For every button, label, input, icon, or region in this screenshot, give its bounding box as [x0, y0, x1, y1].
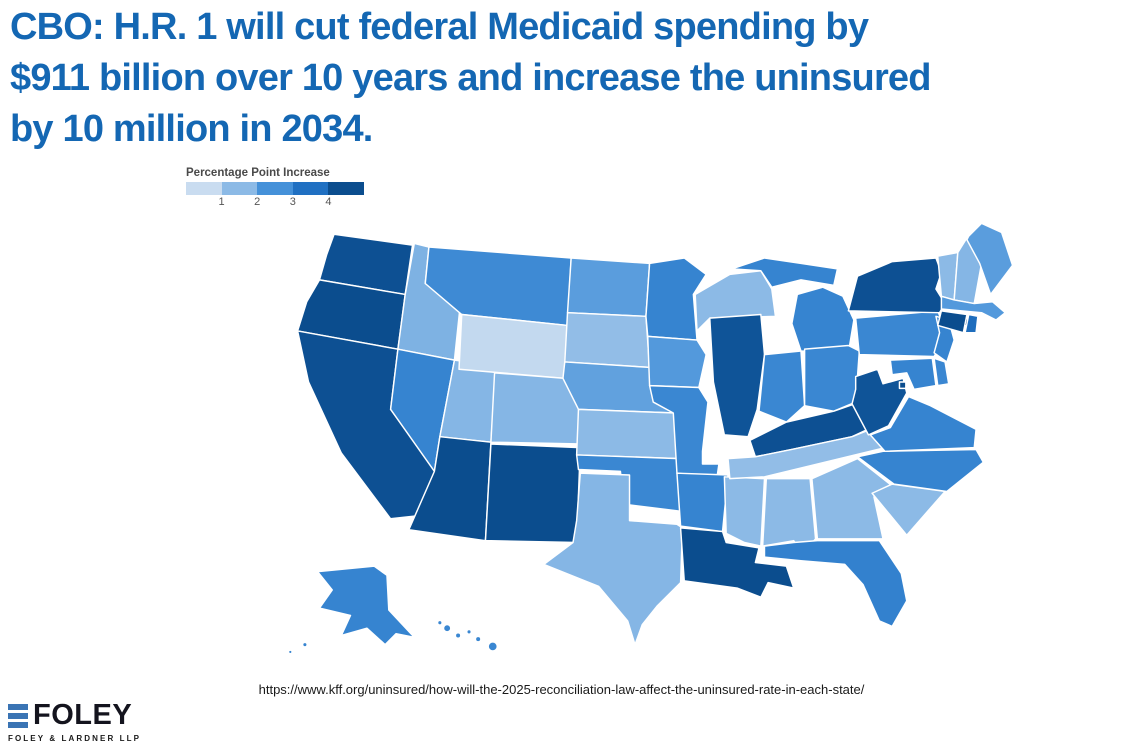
state-ME — [966, 222, 1014, 296]
state-MN — [645, 257, 707, 341]
state-AZ — [408, 435, 492, 542]
legend-tick-labels: 1 2 3 4 — [186, 195, 364, 209]
foley-logo-wordmark: FOLEY — [33, 699, 133, 731]
us-map-svg — [287, 222, 1014, 655]
us-choropleth-map — [252, 216, 1018, 672]
state-NY — [847, 257, 946, 314]
state-WV — [851, 368, 908, 436]
state-HI — [466, 628, 473, 635]
foley-logo: FOLEY FOLEY & LARDNER LLP — [8, 701, 141, 743]
legend-tick: 4 — [325, 196, 332, 208]
state-CT — [937, 310, 968, 334]
state-AK-aleutian-island — [287, 649, 293, 655]
legend-title: Percentage Point Increase — [186, 167, 330, 179]
state-IN — [758, 350, 806, 423]
legend-swatch — [257, 182, 293, 195]
state-DC — [898, 381, 907, 390]
state-KS — [575, 408, 680, 460]
state-WY — [458, 313, 569, 380]
legend-tick: 1 — [218, 196, 225, 208]
state-NC — [856, 448, 985, 493]
state-MD — [889, 357, 937, 391]
state-SC — [871, 483, 946, 536]
page-title: CBO: H.R. 1 will cut federal Medicaid sp… — [10, 2, 1118, 155]
state-SD — [564, 311, 651, 369]
state-GA — [811, 457, 893, 540]
state-OH — [803, 344, 861, 412]
state-NM — [484, 443, 582, 544]
state-IA — [647, 335, 707, 389]
state-LA — [679, 527, 795, 598]
state-AK — [316, 565, 416, 646]
page-title-line-1: CBO: H.R. 1 will cut federal Medicaid sp… — [10, 6, 869, 48]
foley-logo-bars-icon — [8, 703, 28, 728]
foley-logo-subtext: FOLEY & LARDNER LLP — [8, 734, 142, 743]
state-VA — [869, 395, 977, 453]
legend-swatch — [292, 182, 329, 195]
state-HI — [487, 641, 499, 652]
legend-swatch — [186, 182, 222, 195]
legend-tick: 3 — [289, 196, 296, 208]
state-FL — [763, 539, 908, 628]
legend-swatch — [328, 182, 364, 195]
state-ND — [566, 257, 651, 318]
state-MA — [940, 295, 1006, 321]
state-MS — [723, 476, 766, 547]
state-HI — [442, 623, 452, 633]
state-MO — [648, 384, 720, 478]
legend-tick: 2 — [254, 196, 261, 208]
state-HI — [454, 632, 462, 639]
state-HI — [436, 619, 443, 626]
legend-swatch — [221, 182, 258, 195]
state-IL — [709, 313, 766, 438]
page-title-line-2: $911 billion over 10 years and increase … — [10, 56, 931, 99]
source-url[interactable]: https://www.kff.org/uninsured/how-will-t… — [258, 682, 865, 697]
state-RI — [964, 313, 979, 334]
map-legend: Percentage Point Increase 1 2 3 4 — [186, 167, 366, 209]
state-AK-aleutian-island — [301, 641, 308, 648]
state-PA — [854, 310, 948, 358]
legend-color-ramp — [186, 182, 364, 195]
state-DE — [933, 357, 950, 387]
state-MI — [791, 286, 855, 354]
state-MI-upper-peninsula — [730, 257, 839, 288]
page-title-line-3: by 10 million in 2034. — [10, 107, 373, 150]
state-AR — [676, 472, 729, 533]
state-HI — [474, 635, 482, 643]
state-TX — [543, 472, 684, 646]
